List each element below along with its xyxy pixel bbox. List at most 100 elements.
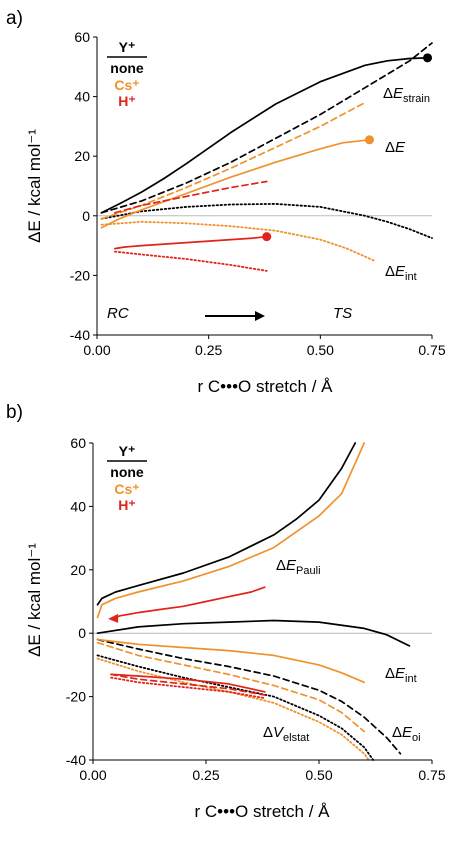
x-tick-label: 0.75 (418, 767, 445, 783)
series-line-eoi-cs (96, 641, 366, 733)
x-tick-label: 0.25 (195, 342, 222, 358)
ann-int-delta: Δ (385, 263, 395, 280)
series-arrowhead (108, 613, 119, 623)
annotation-delta-e-strain: ΔEstrain (383, 85, 430, 105)
annotation-delta-e: ΔE (385, 139, 406, 156)
ann-oi-e: E (402, 724, 413, 741)
svg-text:ΔEoi: ΔEoi (392, 724, 421, 744)
ann-total-delta: Δ (385, 139, 395, 156)
x-tick-label: 0.50 (307, 342, 334, 358)
annotation-b-delta-e-int: ΔEint (385, 665, 417, 685)
ann-int-e: E (395, 263, 406, 280)
ts-endpoint-marker (364, 135, 374, 145)
series-line-estrain-none (100, 42, 433, 214)
ts-endpoint-marker (423, 53, 433, 63)
svg-text:ΔE: ΔE (385, 139, 406, 156)
panel-a-axes: 60 40 20 0 -20 -400.00 0.25 0.50 0.75 (70, 29, 446, 358)
panel-b-chart: b) 60 40 20 0 -20 -400.00 0.25 0.50 0.75 r C•••O… (6, 402, 446, 821)
series-line-estrain-cs (100, 101, 366, 220)
x-tick-label: 0.25 (192, 767, 219, 783)
legend-item-none: none (110, 60, 144, 76)
ann-b-int-delta: Δ (385, 665, 395, 682)
series-line-epauli-none (96, 442, 357, 606)
ann-b-int-sub: int (405, 673, 417, 685)
y-tick-label: -20 (70, 267, 90, 283)
panel-b-legend: Y⁺ none Cs⁺ H⁺ (107, 443, 147, 513)
panel-a-legend: Y⁺ none Cs⁺ H⁺ (107, 39, 147, 109)
x-tick-label: 0.50 (305, 767, 332, 783)
y-tick-label: -40 (66, 752, 86, 768)
reaction-arrow-head (255, 311, 265, 321)
series-line-estrain-h (114, 180, 268, 214)
annotation-delta-v-elstat: ΔVelstat (263, 724, 309, 744)
ann-oi-sub: oi (412, 732, 421, 744)
series-line-e-none (100, 57, 429, 214)
x-tick-label: 0.75 (418, 342, 445, 358)
ann-elstat-sub: elstat (283, 732, 309, 744)
legend-b-title: Y⁺ (119, 443, 136, 459)
y-tick-label: 20 (70, 562, 86, 578)
panel-a-chart: a) 60 40 20 0 -20 -400.00 0.25 0.50 0.75 r C•••O… (6, 8, 446, 396)
series-line-e-cs (100, 138, 371, 229)
series-line-velstat-none (96, 654, 375, 761)
ann-strain-sub: strain (403, 93, 430, 105)
panel-b-axes: 60 40 20 0 -20 -400.00 0.25 0.50 0.75 (66, 435, 446, 783)
panel-a-label: a) (6, 8, 23, 29)
y-tick-label: 40 (74, 89, 90, 105)
series-line-velstat-cs (96, 657, 370, 761)
series-line-eint-cs (96, 638, 366, 684)
reaction-arrow (205, 311, 265, 321)
ann-pauli-delta: Δ (276, 557, 286, 574)
series-line-epauli-h (110, 586, 266, 620)
y-tick-label: -20 (66, 689, 86, 705)
y-tick-label: -40 (70, 327, 90, 343)
panel-b-x-axis-label: r C•••O stretch / Å (195, 802, 331, 821)
panel-a-y-axis-label: ΔE / kcal mol⁻¹ (25, 129, 44, 243)
panel-b-series (96, 442, 411, 761)
svg-text:ΔVelstat: ΔVelstat (263, 724, 309, 744)
y-tick-label: 60 (74, 29, 90, 45)
series-line-eoi-h (110, 673, 266, 696)
ann-strain-delta: Δ (383, 85, 393, 102)
series-line-eint-none (96, 619, 411, 647)
legend-b-item-h: H⁺ (118, 497, 136, 513)
ann-oi-delta: Δ (392, 724, 402, 741)
rc-label: RC (107, 305, 129, 322)
series-line-eint-h (114, 250, 268, 272)
ts-endpoint-marker (262, 232, 272, 242)
legend-item-cs: Cs⁺ (114, 77, 139, 93)
series-line-eint-none (100, 202, 433, 240)
ann-pauli-e: E (286, 557, 297, 574)
ann-b-int-e: E (395, 665, 406, 682)
annotation-delta-e-pauli: ΔEPauli (276, 557, 321, 577)
ann-total-e: E (395, 139, 406, 156)
annotation-delta-e-int: ΔEint (385, 263, 417, 283)
legend-b-item-none: none (110, 464, 144, 480)
y-tick-label: 0 (82, 208, 90, 224)
legend-item-h: H⁺ (118, 93, 136, 109)
ann-elstat-v: V (273, 724, 285, 741)
panel-b-y-axis-label: ΔE / kcal mol⁻¹ (25, 543, 44, 657)
y-tick-label: 60 (70, 435, 86, 451)
svg-text:ΔEint: ΔEint (385, 263, 417, 283)
panel-a-x-axis-label: r C•••O stretch / Å (198, 377, 334, 396)
series-line-velstat-h (110, 676, 266, 700)
legend-title: Y⁺ (119, 39, 136, 55)
y-tick-label: 0 (78, 625, 86, 641)
svg-text:ΔEint: ΔEint (385, 665, 417, 685)
y-tick-label: 40 (70, 498, 86, 514)
series-line-epauli-cs (96, 442, 366, 619)
ts-label: TS (333, 305, 352, 322)
series-line-eint-h (110, 673, 266, 693)
annotation-delta-e-oi: ΔEoi (392, 724, 421, 744)
ann-int-sub: int (405, 271, 417, 283)
series-line-eint-cs (100, 220, 375, 262)
panel-b-label: b) (6, 402, 23, 423)
y-tick-label: 20 (74, 148, 90, 164)
legend-b-item-cs: Cs⁺ (114, 481, 139, 497)
panel-a-series (100, 42, 433, 272)
ann-strain-e: E (393, 85, 404, 102)
ann-elstat-delta: Δ (263, 724, 273, 741)
svg-text:ΔEstrain: ΔEstrain (383, 85, 430, 105)
